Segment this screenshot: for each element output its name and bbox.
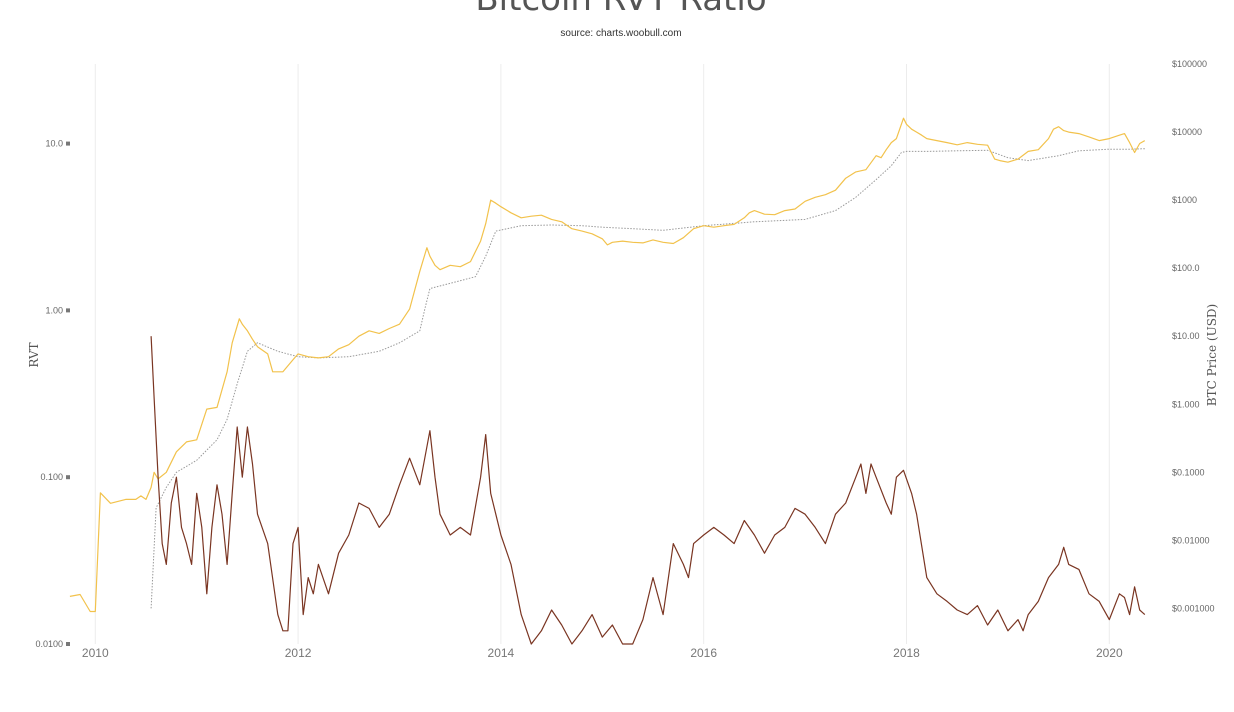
x-tick-label: 2010: [82, 646, 109, 660]
right-axis-ticks: $100000 $10000 $1000 $100.0 $10.00 $1.000 $0.1…: [1172, 59, 1215, 613]
right-tick-label: $1000: [1172, 195, 1197, 205]
right-tick-label: $0.1000: [1172, 467, 1205, 477]
x-tick-label: 2020: [1096, 646, 1123, 660]
x-tick-label: 2018: [893, 646, 920, 660]
right-tick-label: $1.000: [1172, 399, 1200, 409]
right-tick-label: $0.001000: [1172, 603, 1215, 613]
left-axis-label: RVT: [27, 342, 41, 367]
left-tick-label: 0.0100: [35, 639, 63, 649]
right-tick-label: $100000: [1172, 59, 1207, 69]
x-gridlines: [94, 64, 1110, 644]
btc-price-line: [69, 117, 1146, 613]
left-tick-label: 1.00: [45, 305, 63, 315]
left-tick-mark: [66, 642, 70, 646]
left-tick-label: 0.100: [40, 472, 63, 482]
left-axis-ticks: 10.0 1.00 0.100 0.0100: [35, 139, 70, 649]
chart-subtitle: source: charts.woobull.com: [560, 28, 681, 39]
right-axis-label: BTC Price (USD): [1205, 304, 1219, 406]
x-tick-label: 2014: [488, 646, 515, 660]
x-tick-label: 2016: [690, 646, 717, 660]
x-tick-label: 2012: [285, 646, 312, 660]
x-axis-ticks: 2010 2012 2014 2016 2018 2020: [82, 646, 1123, 660]
right-tick-label: $100.0: [1172, 263, 1200, 273]
chart-title: Bitcoin RVT Ratio: [475, 0, 766, 19]
rvt-ratio-line: [150, 336, 1146, 645]
right-tick-label: $10.00: [1172, 331, 1200, 341]
realized-price-line: [150, 148, 1145, 609]
left-tick-mark: [66, 308, 70, 313]
left-tick-mark: [66, 475, 70, 480]
left-tick-label: 10.0: [45, 139, 63, 149]
series-lines: [69, 117, 1146, 645]
left-tick-mark: [66, 141, 70, 146]
right-tick-label: $10000: [1172, 127, 1202, 137]
right-tick-label: $0.01000: [1172, 535, 1210, 545]
